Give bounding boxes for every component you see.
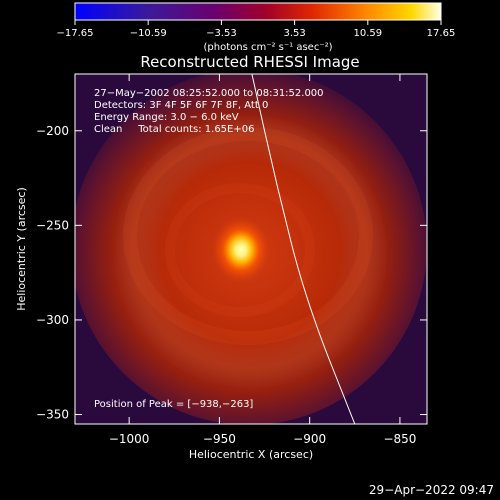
x-tick-label: −900 [293,432,326,446]
x-tick-label: −850 [383,432,416,446]
colorbar-tick-label: −17.65 [56,28,93,39]
chart-title: Reconstructed RHESSI Image [140,53,359,71]
plot-area [75,74,427,424]
y-tick-label: −200 [36,124,69,138]
x-tick-label: −950 [203,432,236,446]
peak-position-label: Position of Peak = [−938,−263] [94,399,253,410]
footer-timestamp: 29−Apr−2022 09:47 [369,483,494,497]
peak-source [211,215,272,284]
x-axis-label: Heliocentric X (arcsec) [189,448,313,461]
y-tick-label: −250 [36,218,69,232]
plot-frame [74,73,428,425]
observation-info: 27−May−2002 08:25:52.000 to 08:31:52.000… [94,88,324,135]
info-line-detectors: Detectors: 3F 4F 5F 6F 7F 8F, Att 0 [94,100,268,111]
colorbar-unit-label: (photons cm⁻² s⁻¹ asec⁻²) [203,42,332,53]
emission-ripple-inner [165,183,315,317]
colorbar-frame [74,2,442,21]
colorbar: −17.65 −10.59 −3.53 3.53 10.59 17.65 (photons… [56,2,456,53]
colorbar-tick-label: 17.65 [427,28,456,39]
x-tick-label: −1000 [109,432,150,446]
y-tick-label: −300 [36,313,69,327]
solar-limb [251,74,356,424]
colorbar-tick-label: 10.59 [353,28,382,39]
colorbar-tick-label: −3.53 [206,28,237,39]
colorbar-gradient [75,3,441,20]
info-line-energy: Energy Range: 3.0 − 6.0 keV [94,112,239,123]
emission-ripple [123,127,373,345]
y-tick-label: −350 [36,408,69,422]
colorbar-tick-label: 3.53 [283,28,305,39]
info-line-counts: Clean Total counts: 1.65E+06 [94,124,254,135]
info-line-time: 27−May−2002 08:25:52.000 to 08:31:52.000 [94,88,324,99]
y-axis-label: Heliocentric Y (arcsec) [15,187,28,311]
colorbar-tick-label: −10.59 [130,28,167,39]
